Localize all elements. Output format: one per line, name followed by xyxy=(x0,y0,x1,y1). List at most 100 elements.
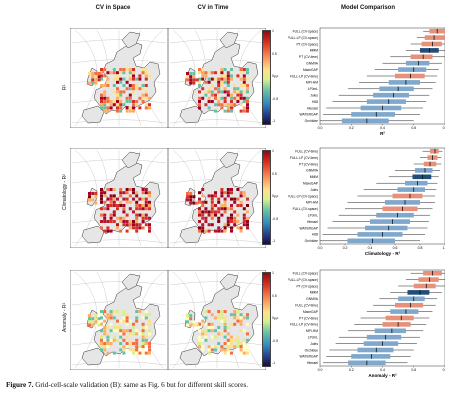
model-label: PT (CV-space) xyxy=(296,284,318,288)
colorbar-tick: -1 xyxy=(272,119,276,124)
colorbar: 1 0.5 0 -0.5 -1 xyxy=(262,149,278,245)
model-label: MaxeGAP xyxy=(303,310,319,314)
model-box xyxy=(323,112,420,117)
x-tick-label: 0.4 xyxy=(368,246,373,250)
x-tick-label: 0.8 xyxy=(418,246,423,250)
iqr-box xyxy=(395,73,425,79)
column-title-space: CV in Space xyxy=(95,5,131,11)
model-label: MMM xyxy=(310,175,318,179)
model-label: Jules xyxy=(310,342,318,346)
iqr-box xyxy=(374,328,406,334)
model-box xyxy=(366,73,438,79)
model-label: FULL (CV-time) xyxy=(295,304,318,308)
model-box xyxy=(410,41,445,47)
model-label: FULL-LP (CV-space) xyxy=(288,194,318,198)
model-label: MPI-HM xyxy=(306,81,318,85)
iqr-box xyxy=(379,86,414,92)
row-label: R² xyxy=(62,84,68,90)
iqr-box xyxy=(370,219,410,224)
model-label: LPJmL xyxy=(308,87,318,91)
model-box xyxy=(323,360,408,366)
model-box xyxy=(405,277,445,282)
model-label: MaxeGAP xyxy=(303,68,319,72)
model-label: MMM xyxy=(310,49,318,53)
model-label: FULL (CV-space) xyxy=(293,207,318,211)
colorbar: 1 0.5 0 -0.5 -1 xyxy=(262,29,278,125)
model-box xyxy=(332,219,429,224)
map-cv-space xyxy=(70,148,168,248)
model-label: WATERGAP xyxy=(300,113,319,117)
colorbar-tick: 0 xyxy=(272,316,274,321)
iqr-box xyxy=(365,225,408,231)
model-box xyxy=(357,193,435,199)
colorbar-tick: 1 xyxy=(272,29,274,33)
iqr-box xyxy=(397,187,425,192)
iqr-box xyxy=(376,212,414,218)
model-box xyxy=(416,35,445,40)
model-label: FULL-LP (CV-space) xyxy=(288,278,318,282)
colorbar-unit: R² xyxy=(274,194,279,199)
model-comparison-chart: FULL (CV-space) FULL-LP (CV-space) PT (CV-… xyxy=(288,27,445,136)
model-box xyxy=(320,238,420,244)
model-label: Htessel xyxy=(307,106,318,110)
model-label: Htessel xyxy=(307,220,318,224)
model-label: Orchidee xyxy=(305,348,319,352)
model-label: Orchidee xyxy=(305,239,319,243)
row-label: Anomaly - R² xyxy=(62,302,68,332)
x-axis-label: R² xyxy=(380,131,385,136)
colorbar-unit: R² xyxy=(274,316,279,321)
iqr-box xyxy=(421,41,442,47)
model-box xyxy=(374,67,439,72)
model-box xyxy=(390,54,445,60)
x-tick-label: 0.4 xyxy=(380,368,385,372)
model-box xyxy=(326,105,424,111)
model-box xyxy=(322,232,425,237)
model-label: Jules xyxy=(310,94,318,98)
model-label: MMM xyxy=(310,291,318,295)
colorbar-tick: 0.5 xyxy=(272,51,277,56)
x-axis-label: Climatology - R² xyxy=(365,251,401,256)
iqr-box xyxy=(385,315,414,321)
iqr-box xyxy=(347,238,395,244)
caption-text: Grid-cell-scale validation (B): same as … xyxy=(33,381,249,389)
iqr-box xyxy=(390,309,419,314)
model-box xyxy=(413,161,442,167)
model-box xyxy=(388,174,439,180)
model-label: H08 xyxy=(312,233,318,237)
iqr-box xyxy=(366,334,402,340)
column-title-comparison: Model Comparison xyxy=(340,5,395,11)
model-label: FULL-LP (CV-time) xyxy=(290,323,318,327)
model-box xyxy=(379,296,438,302)
x-tick-label: 0.0 xyxy=(318,246,323,250)
iqr-box xyxy=(341,118,389,124)
iqr-box xyxy=(405,60,430,66)
model-box xyxy=(338,334,420,340)
x-tick-label: 0.0 xyxy=(318,368,323,372)
model-label: Htessel xyxy=(307,361,318,365)
model-label: LPJmL xyxy=(308,336,318,340)
colorbar-tick: -0.5 xyxy=(272,216,279,221)
model-label: WATERGAP xyxy=(300,226,319,230)
model-box xyxy=(335,341,417,346)
row-label: Climatology - R² xyxy=(62,174,68,210)
model-box xyxy=(326,354,411,359)
model-box xyxy=(390,290,442,295)
colorbar-tick: -1 xyxy=(272,361,276,366)
x-tick-label: 1.0 xyxy=(443,246,445,250)
iqr-box xyxy=(360,105,402,111)
map-cv-time xyxy=(168,148,266,248)
model-label: LPJmL xyxy=(308,214,318,218)
model-box xyxy=(359,80,436,85)
model-box xyxy=(376,180,438,186)
column-title-time: CV in Time xyxy=(197,5,229,11)
iqr-box xyxy=(392,193,423,199)
iqr-box xyxy=(398,296,425,302)
iqr-box xyxy=(398,67,427,72)
x-tick-label: 0.2 xyxy=(349,368,354,372)
model-box xyxy=(398,283,445,289)
x-tick-label: 0.6 xyxy=(411,126,416,130)
model-box xyxy=(348,328,424,334)
model-box xyxy=(405,48,445,53)
map-cv-space xyxy=(70,270,168,370)
